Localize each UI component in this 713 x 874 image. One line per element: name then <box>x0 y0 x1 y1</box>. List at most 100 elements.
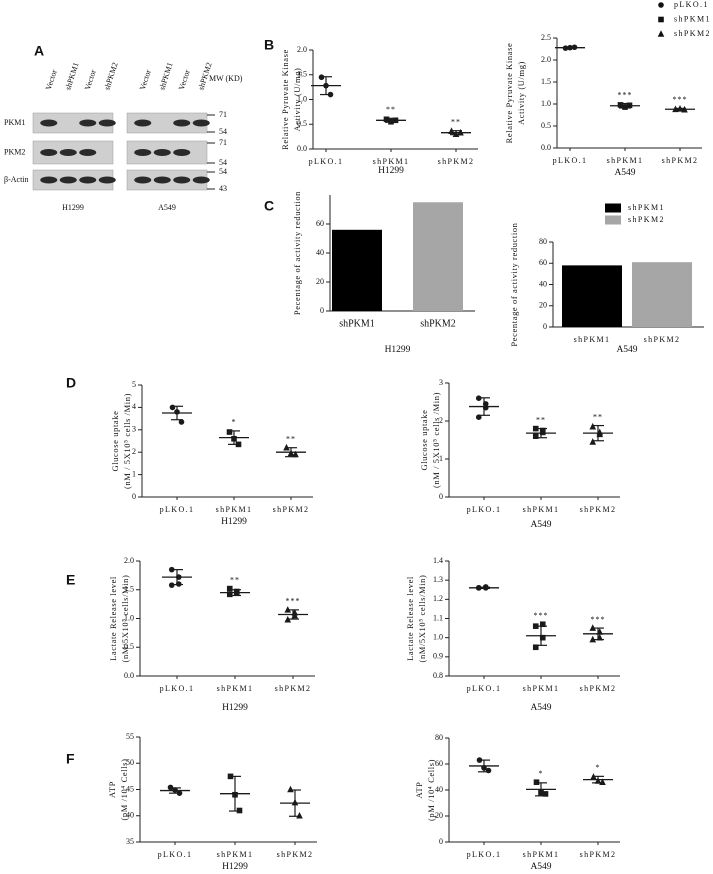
legend-swatch <box>605 215 621 225</box>
marker <box>542 791 549 797</box>
marker <box>235 441 242 448</box>
lane-label: Vector <box>138 68 153 91</box>
y-tick-label: 2.0 <box>124 556 134 565</box>
y-tick-label: 45 <box>126 784 134 793</box>
y-tick-label: 1.0 <box>433 632 443 641</box>
marker <box>482 584 489 590</box>
y-tick-label: 1.0 <box>124 613 134 622</box>
y-axis-label: (nM/5X10⁵ cells/Min) <box>417 575 427 663</box>
y-axis-label: (nM/5X10⁵ cells/Min) <box>120 575 130 663</box>
y-tick-label: 60 <box>316 219 324 228</box>
y-tick-label: 0.5 <box>541 121 551 130</box>
x-tick-label: shPKM2 <box>662 156 699 165</box>
y-axis-label: (pM /10⁴ Cells) <box>119 758 129 820</box>
y-axis-label: (pM /10⁴ Cells) <box>426 759 436 821</box>
significance: ** <box>386 105 396 114</box>
blot-band <box>153 149 171 156</box>
marker <box>318 74 325 81</box>
marker <box>475 395 482 402</box>
legend-label: pLKO.1 <box>674 0 709 9</box>
y-tick-label: 0 <box>543 322 547 331</box>
y-tick-label: 1.5 <box>541 77 551 86</box>
x-tick-label: shPKM2 <box>580 850 617 859</box>
blot-band <box>98 176 116 184</box>
blot-band <box>79 119 97 127</box>
y-tick-label: 0.0 <box>124 671 134 680</box>
row-label: PKM1 <box>4 118 25 127</box>
marker <box>533 779 540 785</box>
x-tick-label: shPKM1 <box>217 850 254 859</box>
y-tick-label: 0.5 <box>297 119 307 128</box>
x-tick-label: shPKM1 <box>523 684 560 693</box>
x-tick-label: pLKO.1 <box>467 684 502 693</box>
x-axis-label: H1299 <box>222 862 248 872</box>
y-tick-label: 20 <box>539 301 547 310</box>
bar <box>562 265 622 327</box>
bar <box>332 229 382 311</box>
marker <box>539 621 546 628</box>
significance: * <box>539 769 544 778</box>
marker <box>562 45 569 51</box>
blot-band <box>192 176 210 184</box>
x-tick-label: shPKM2 <box>273 505 310 514</box>
x-tick-label: pLKO.1 <box>553 156 588 165</box>
significance: * <box>596 763 601 772</box>
marker <box>481 765 487 771</box>
y-tick-label: 0.9 <box>433 652 443 661</box>
significance: *** <box>673 95 688 104</box>
y-tick-label: 80 <box>539 237 547 246</box>
legend-label: shPKM2 <box>628 215 665 224</box>
marker <box>658 16 664 23</box>
x-tick-label: shPKM1 <box>217 684 254 693</box>
marker <box>178 419 185 425</box>
marker <box>475 414 482 421</box>
y-tick-label: 0 <box>439 837 443 846</box>
mw-header: MW (KD) <box>209 74 243 83</box>
marker <box>532 623 539 629</box>
x-tick-label: shPKM1 <box>339 318 375 329</box>
marker <box>571 44 578 51</box>
y-axis-label: Relative Pyruvate Kinase <box>280 49 290 150</box>
x-tick-label: shPKM1 <box>523 505 560 514</box>
marker <box>232 791 238 798</box>
y-tick-label: 1.2 <box>433 594 443 603</box>
marker <box>589 624 597 631</box>
panel-letter: C <box>264 198 274 214</box>
y-tick-label: 40 <box>539 279 547 288</box>
y-tick-label: 60 <box>435 759 443 768</box>
significance: *** <box>591 615 606 624</box>
y-tick-label: 0 <box>132 492 136 501</box>
y-axis-label: Lactate Release level <box>108 576 118 661</box>
blot-band <box>192 119 210 127</box>
marker <box>622 104 628 110</box>
marker <box>388 118 394 125</box>
marker <box>172 787 178 793</box>
marker <box>176 790 183 796</box>
y-axis-label: (nM / 5X10⁵ cells /Min) <box>431 392 441 488</box>
y-tick-label: 40 <box>435 785 443 794</box>
marker <box>227 773 234 780</box>
significance: ** <box>536 415 546 424</box>
marker <box>169 404 176 411</box>
blot-band <box>173 119 191 127</box>
marker <box>589 438 597 445</box>
legend-label: shPKM1 <box>674 14 711 23</box>
blot-band <box>40 119 58 127</box>
significance: ** <box>286 435 296 444</box>
marker <box>482 404 489 411</box>
marker <box>539 634 546 641</box>
x-tick-label: shPKM2 <box>644 335 681 344</box>
y-tick-label: 0.0 <box>541 143 551 152</box>
marker <box>296 811 303 819</box>
x-tick-label: shPKM2 <box>438 157 475 166</box>
x-axis-label: A549 <box>616 345 637 355</box>
marker <box>485 767 492 774</box>
blot-band <box>134 149 152 156</box>
blot-band <box>173 176 191 184</box>
marker <box>226 429 233 435</box>
marker <box>594 777 602 784</box>
x-tick-label: shPKM2 <box>580 684 617 693</box>
y-axis-label: (nM / 5X10⁵ cells /Min) <box>122 393 132 489</box>
marker <box>626 102 633 109</box>
